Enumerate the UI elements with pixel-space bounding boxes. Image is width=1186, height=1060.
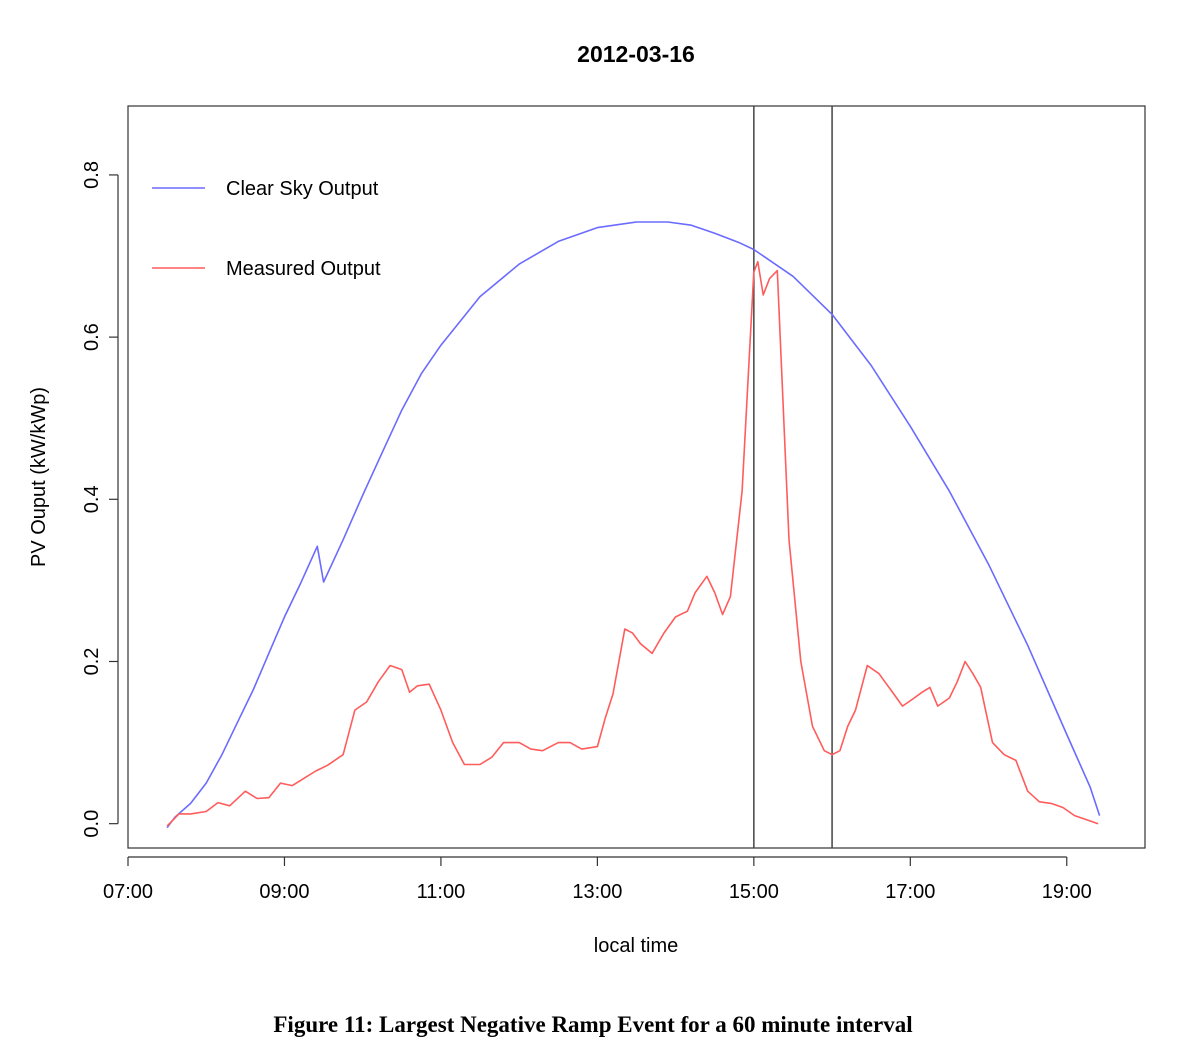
y-tick-label: 0.8 (81, 161, 103, 189)
plot-frame (127, 105, 1146, 849)
x-tick-label: 17:00 (885, 881, 935, 903)
y-tick-label: 0.2 (81, 648, 103, 676)
x-tick-label: 19:00 (1042, 881, 1092, 903)
legend-label-measured: Measured Output (226, 258, 381, 280)
chart-title: 2012-03-16 (577, 41, 695, 67)
x-tick-label: 13:00 (572, 881, 622, 903)
y-tick-label: 0.4 (81, 485, 103, 513)
legend: Clear Sky Output Measured Output (152, 178, 381, 280)
line-chart: 2012-03-16 07:00 09:00 11:00 13:00 15:00 17:0… (28, 41, 1146, 957)
series-clear-sky-output (166, 221, 1101, 829)
x-tick-label: 11:00 (417, 881, 466, 903)
x-tick-label: 15:00 (729, 881, 779, 903)
x-axis: 07:00 09:00 11:00 13:00 15:00 17:00 19:00 (103, 856, 1092, 903)
y-tick-label: 0.6 (81, 323, 103, 351)
y-axis: 0.0 0.2 0.4 0.6 0.8 (81, 161, 119, 838)
series-measured-output (166, 260, 1099, 827)
figure-caption: Figure 11: Largest Negative Ramp Event f… (273, 1012, 913, 1037)
x-axis-label: local time (594, 935, 678, 957)
y-tick-label: 0.0 (81, 810, 103, 838)
vertical-markers (753, 106, 833, 848)
y-axis-label: PV Ouput (kW/kWp) (28, 387, 50, 567)
legend-label-clear-sky: Clear Sky Output (226, 178, 379, 200)
x-tick-label: 07:00 (103, 881, 153, 903)
series-lines (166, 221, 1101, 829)
x-tick-label: 09:00 (259, 881, 309, 903)
